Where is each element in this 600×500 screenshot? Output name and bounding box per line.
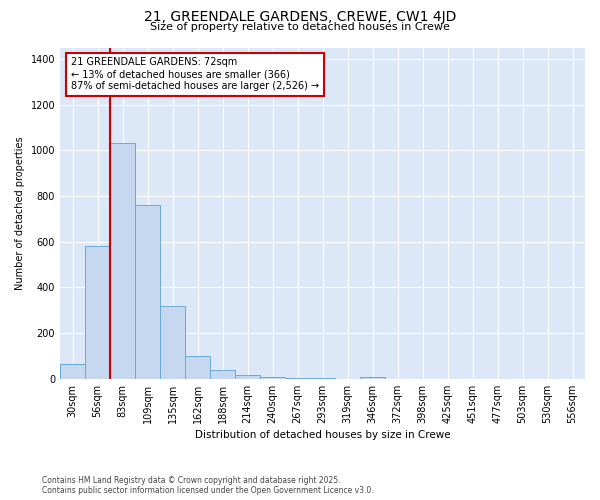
Text: 21 GREENDALE GARDENS: 72sqm
← 13% of detached houses are smaller (366)
87% of se: 21 GREENDALE GARDENS: 72sqm ← 13% of det… [71,58,319,90]
Bar [260,376,285,379]
Y-axis label: Number of detached properties: Number of detached properties [15,136,25,290]
Bar [310,378,335,379]
Bar [285,378,310,379]
Bar [360,377,385,379]
Bar [60,364,85,379]
Bar [185,356,210,379]
Bar [135,205,160,379]
Text: 21, GREENDALE GARDENS, CREWE, CW1 4JD: 21, GREENDALE GARDENS, CREWE, CW1 4JD [144,10,456,24]
Bar [160,306,185,379]
X-axis label: Distribution of detached houses by size in Crewe: Distribution of detached houses by size … [195,430,451,440]
Bar [110,144,135,379]
Text: Size of property relative to detached houses in Crewe: Size of property relative to detached ho… [150,22,450,32]
Bar [85,246,110,379]
Bar [210,370,235,379]
Bar [235,374,260,379]
Text: Contains HM Land Registry data © Crown copyright and database right 2025.
Contai: Contains HM Land Registry data © Crown c… [42,476,374,495]
